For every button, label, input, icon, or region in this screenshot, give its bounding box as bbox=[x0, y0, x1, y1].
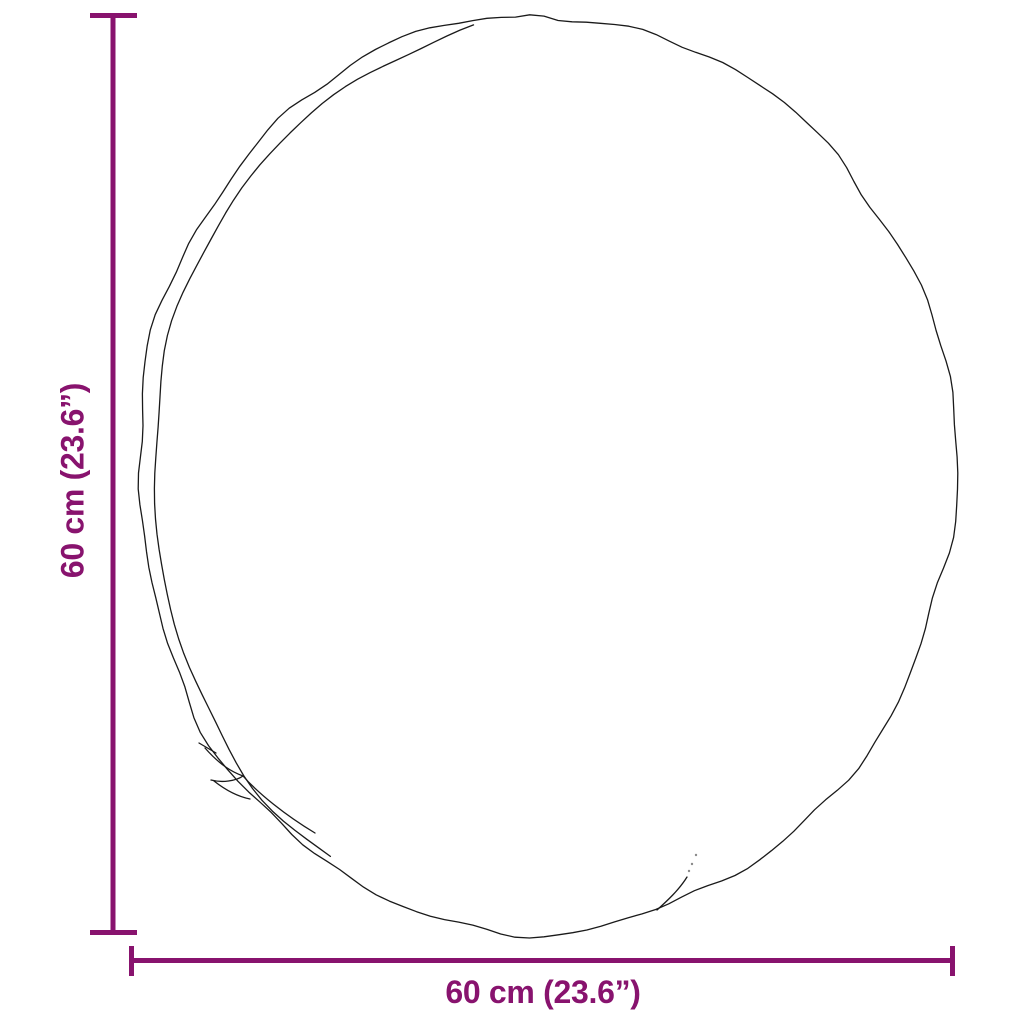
dimension-annotations bbox=[90, 13, 955, 976]
fabric-crease-line bbox=[656, 876, 688, 911]
fabric-fold-line bbox=[242, 775, 316, 834]
stitch-dot bbox=[690, 862, 694, 866]
width-dimension-label: 60 cm (23.6”) bbox=[445, 974, 641, 1010]
fabric-fold-line bbox=[198, 742, 217, 754]
cushion-outer-edge bbox=[137, 14, 959, 939]
height-dimension-label: 60 cm (23.6”) bbox=[54, 382, 91, 579]
stitch-dot bbox=[694, 853, 698, 857]
stitch-dot bbox=[687, 869, 691, 873]
fabric-fold-line bbox=[213, 780, 251, 800]
cushion-seam-line bbox=[153, 24, 475, 858]
cushion-outline-group bbox=[137, 14, 959, 939]
